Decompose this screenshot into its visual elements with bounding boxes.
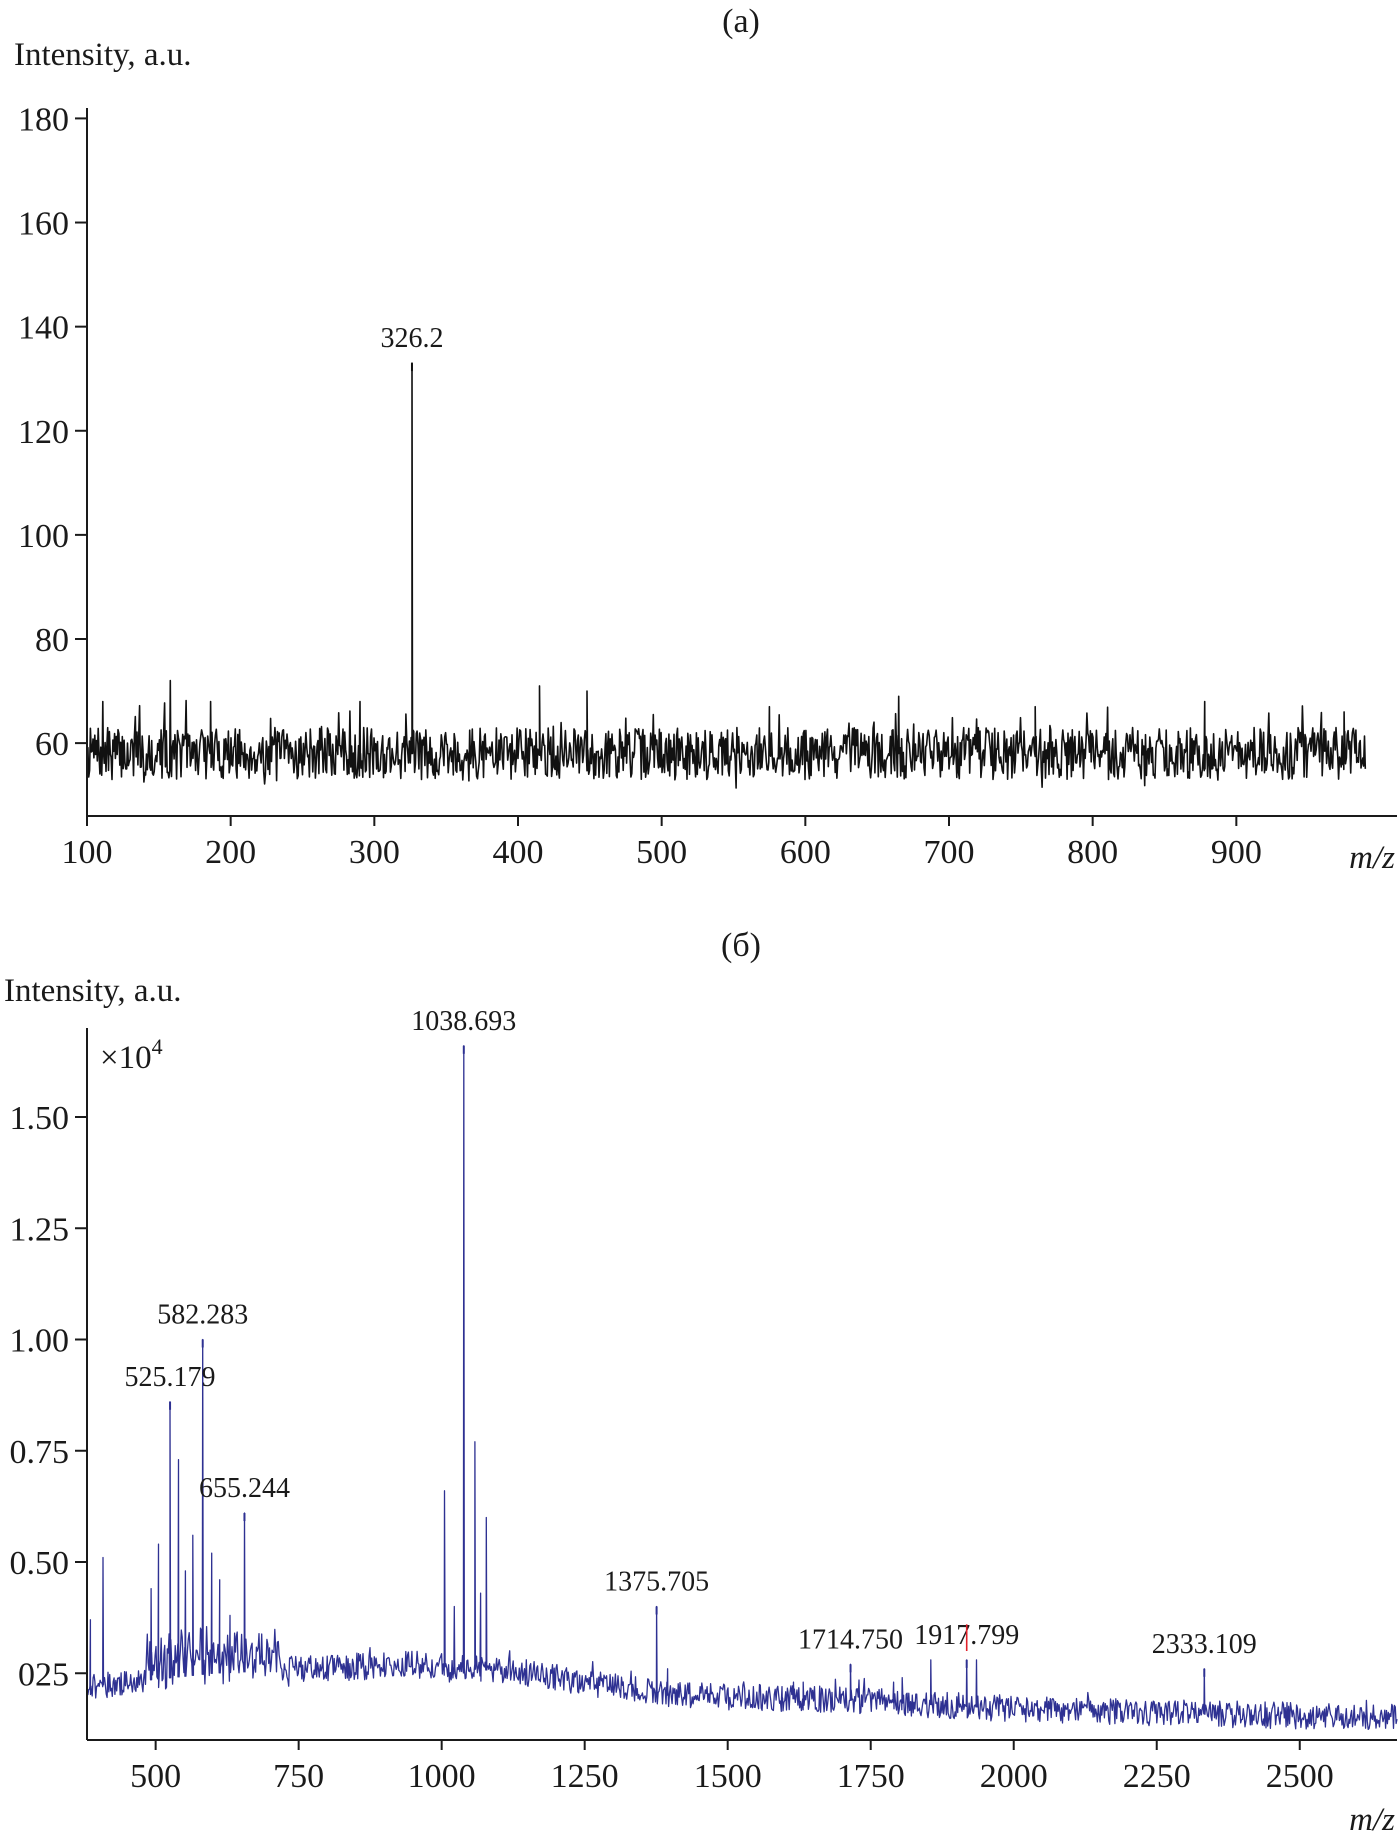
panel-a-x-tick-label: 500 xyxy=(636,834,687,871)
panel-b-peak-label: 1714.750 xyxy=(798,1624,903,1655)
panel-a-y-tick-label: 160 xyxy=(18,206,69,243)
panel-a-x-tick-label: 200 xyxy=(205,834,256,871)
panel-b-y-tick-label: 025 xyxy=(18,1656,69,1693)
panel-b-title: (б) xyxy=(721,927,761,964)
panel-a-y-axis-title: Intensity, a.u. xyxy=(14,37,192,73)
panel-a-x-tick-label: 600 xyxy=(780,834,831,871)
panel-b-y-axis-title: Intensity, a.u. xyxy=(4,973,182,1009)
panel-b-ticks: 500 750 1000 1250 1500 1750 2000 2250 2500 025 0.5… xyxy=(10,1100,1334,1795)
panel-b-x-tick-label: 500 xyxy=(130,1758,181,1795)
panel-b-y-tick-label: 1.00 xyxy=(10,1323,70,1360)
panel-b-x-tick-label: 2250 xyxy=(1123,1758,1191,1795)
panel-a-y-tick-label: 80 xyxy=(35,622,69,659)
panel-a-spectrum-line xyxy=(86,362,1367,789)
panel-a-y-tick-label: 120 xyxy=(18,414,69,451)
panel-a-x-tick-label: 900 xyxy=(1211,834,1262,871)
panel-a-x-tick-label: 400 xyxy=(493,834,544,871)
panel-b-peak-label: 655.244 xyxy=(199,1473,290,1504)
panel-b-x-tick-label: 750 xyxy=(273,1758,324,1795)
panel-a-x-tick-label: 100 xyxy=(62,834,113,871)
panel-b-y-tick-label: 1.50 xyxy=(10,1100,70,1137)
panel-b-peak-label: 1038.693 xyxy=(411,1006,516,1037)
panel-b-x-tick-label: 2000 xyxy=(980,1758,1048,1795)
panel-b-peak-label: 525.179 xyxy=(125,1362,216,1393)
panel-a-x-tick-label: 300 xyxy=(349,834,400,871)
chart-panel-b: (б) Intensity, a.u. ×104 m/z 500 750 1000 1… xyxy=(4,927,1398,1838)
panel-b-x-tick-label: 1500 xyxy=(694,1758,762,1795)
panel-b-peak-label: 582.283 xyxy=(157,1300,248,1331)
panel-a-series: 326.2 xyxy=(86,323,1367,789)
panel-b-x-tick-label: 1250 xyxy=(551,1758,619,1795)
panel-b-peak-label: 1375.705 xyxy=(604,1567,709,1598)
panel-a-x-tick-label: 700 xyxy=(924,834,975,871)
panel-b-series: 525.179 582.283 655.244 1038.693 1375.705 171… xyxy=(86,1006,1398,1731)
panel-a-y-tick-label: 100 xyxy=(18,518,69,555)
panel-b-x-axis-title: m/z xyxy=(1349,1802,1395,1838)
panel-a-y-tick-label: 140 xyxy=(18,310,69,347)
panel-b-spectrum-line xyxy=(86,1045,1398,1731)
chart-panel-a: (a) Intensity, a.u. m/z 100 200 300 400 500 6… xyxy=(14,3,1397,876)
panel-b-y-tick-label: 0.50 xyxy=(10,1545,70,1582)
panel-b-x-tick-label: 1750 xyxy=(837,1758,905,1795)
panel-a-y-tick-label: 60 xyxy=(35,726,69,763)
panel-b-y-tick-label: 0.75 xyxy=(10,1434,70,1471)
panel-b-y-multiplier-exp: 4 xyxy=(152,1034,163,1059)
panel-b-x-tick-label: 2500 xyxy=(1266,1758,1334,1795)
panel-a-peak-label: 326.2 xyxy=(380,323,443,354)
panel-b-y-multiplier-base: ×10 xyxy=(100,1040,152,1076)
panel-b-y-tick-label: 1.25 xyxy=(10,1211,70,1248)
panel-a-ticks: 100 200 300 400 500 600 700 800 900 60 80 100 120 140… xyxy=(18,101,1262,871)
panel-a-title: (a) xyxy=(722,3,760,40)
panel-a-x-tick-label: 800 xyxy=(1067,834,1118,871)
panel-a-y-tick-label: 180 xyxy=(18,101,69,138)
panel-b-peak-label: 2333.109 xyxy=(1152,1629,1257,1660)
panel-b-x-tick-label: 1000 xyxy=(408,1758,476,1795)
panel-a-x-axis-title: m/z xyxy=(1349,840,1395,876)
panel-b-y-multiplier: ×104 xyxy=(100,1034,163,1076)
